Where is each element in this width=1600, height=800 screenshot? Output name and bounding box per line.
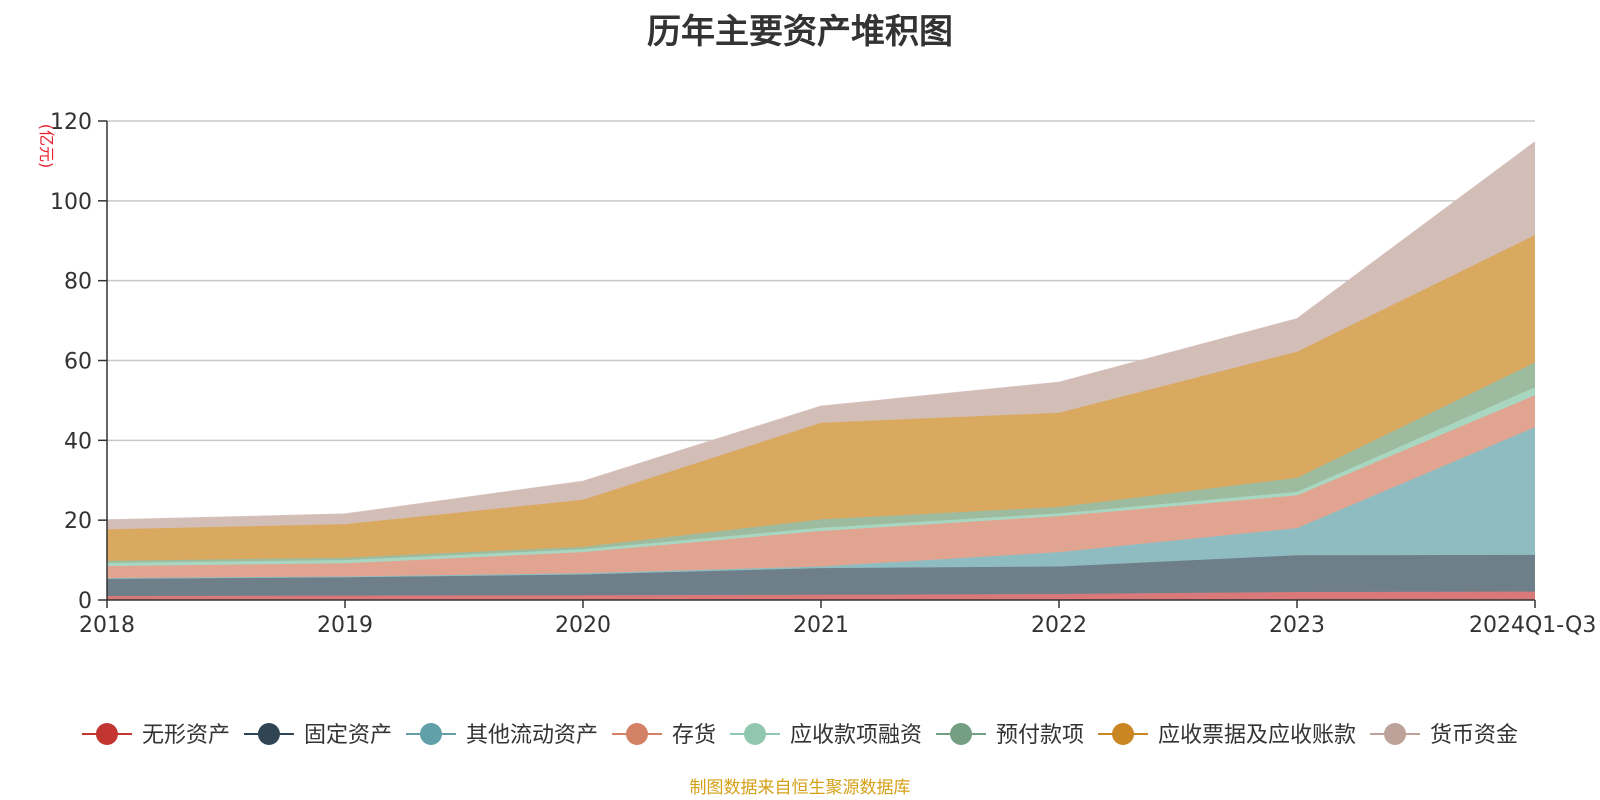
area-series-6[interactable] [107, 235, 1535, 561]
legend-marker [1384, 723, 1407, 745]
x-tick-label: 2024Q1-Q3 [1469, 613, 1596, 638]
area-layer [106, 141, 1536, 600]
legend-item-6[interactable]: 应收票据及应收账款 [1098, 723, 1356, 748]
legend-label: 应收票据及应收账款 [1158, 723, 1356, 748]
x-tick-label: 2022 [1031, 613, 1087, 638]
legend-marker [419, 723, 442, 745]
x-tick-label: 2023 [1269, 613, 1325, 638]
legend-label: 存货 [672, 723, 716, 748]
legend-marker [744, 723, 766, 745]
y-tick-label: 100 [50, 190, 92, 215]
legend-label: 其他流动资产 [466, 723, 598, 748]
legend-label: 货币资金 [1430, 723, 1518, 748]
y-tick-label: 0 [78, 589, 92, 614]
legend-marker [1112, 723, 1135, 745]
legend[interactable]: 无形资产 固定资产 其他流动资产 存货 应收款项融资 预付款项 应收票据及应收账款 货币资金 [81, 723, 1518, 748]
y-tick-label: 40 [64, 429, 92, 454]
x-tick-label: 2018 [79, 613, 135, 638]
y-tick-label: 60 [64, 350, 92, 375]
axis-layer: 0 20 40 60 80 100 120 2018 2019 2020 2021 2022 2023 2… [50, 110, 1596, 638]
y-axis-unit-label: (亿元) [37, 124, 56, 169]
area-series-3[interactable] [107, 395, 1535, 579]
y-tick-label: 80 [64, 270, 92, 295]
legend-item-3[interactable]: 存货 [611, 723, 716, 748]
x-tick-label: 2020 [555, 613, 611, 638]
legend-marker [257, 723, 280, 745]
source-note: 制图数据来自恒生聚源数据库 [689, 778, 911, 798]
legend-item-1[interactable]: 固定资产 [243, 723, 392, 748]
chart-title: 历年主要资产堆积图 [647, 12, 953, 52]
legend-label: 预付款项 [996, 723, 1084, 748]
x-tick-label: 2021 [793, 613, 849, 638]
legend-item-0[interactable]: 无形资产 [81, 723, 230, 748]
x-tick-label: 2019 [317, 613, 373, 638]
area-series-4[interactable] [107, 387, 1535, 567]
legend-item-7[interactable]: 货币资金 [1370, 723, 1518, 748]
area-series-7[interactable] [107, 142, 1535, 530]
legend-marker [950, 723, 973, 745]
legend-label: 应收款项融资 [790, 723, 922, 748]
area-series-5[interactable] [107, 362, 1535, 563]
legend-label: 固定资产 [304, 723, 392, 748]
legend-item-2[interactable]: 其他流动资产 [405, 723, 598, 748]
series-line-7 [106, 141, 1536, 521]
y-tick-label: 20 [64, 509, 92, 534]
y-tick-label: 120 [50, 110, 92, 135]
area-series-1[interactable] [107, 554, 1535, 597]
legend-marker [625, 723, 648, 745]
legend-item-4[interactable]: 应收款项融资 [730, 723, 922, 748]
legend-item-5[interactable]: 预付款项 [936, 723, 1084, 748]
area-series-2[interactable] [107, 427, 1535, 579]
legend-marker [95, 723, 118, 745]
legend-label: 无形资产 [142, 723, 230, 748]
